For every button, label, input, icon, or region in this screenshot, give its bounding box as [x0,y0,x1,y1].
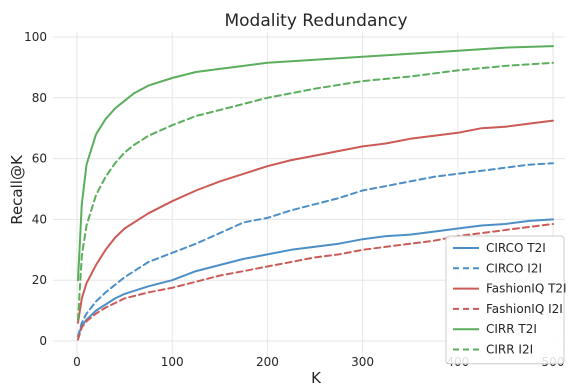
y-tick-label: 40 [32,212,47,226]
series-line-circo-t2i [77,218,554,338]
legend-label: CIRR T2I [486,322,537,336]
y-tick-label: 100 [24,30,47,44]
x-tick-label: 0 [73,355,81,369]
y-tick-label: 20 [32,273,47,287]
legend: CIRCO T2I CIRCO I2I FashionIQ T2I FashionIQ… [445,235,567,365]
x-tick-label: 200 [256,355,279,369]
series-line-fashioniq-t2i [77,119,554,324]
legend-label: CIRR I2I [486,343,533,357]
series-lines [77,45,554,341]
legend-label: FashionIQ I2I [486,302,563,316]
series-line-circo-i2i [77,162,554,338]
series-line-cirr-i2i [77,61,554,321]
legend-label: CIRCO I2I [486,261,542,275]
legend-label: FashionIQ T2I [486,282,567,296]
y-tick-label: 80 [32,91,47,105]
chart-title: Modality Redundancy [224,11,407,31]
x-tick-label: 100 [161,355,184,369]
y-tick-label: 0 [39,334,47,348]
y-tick-label: 60 [32,152,47,166]
x-axis-label: K [311,369,322,386]
x-tick-label: 300 [351,355,374,369]
series-line-cirr-t2i [77,45,554,282]
legend-label: CIRCO T2I [486,241,546,255]
y-axis-label: Recall@K [8,154,26,225]
